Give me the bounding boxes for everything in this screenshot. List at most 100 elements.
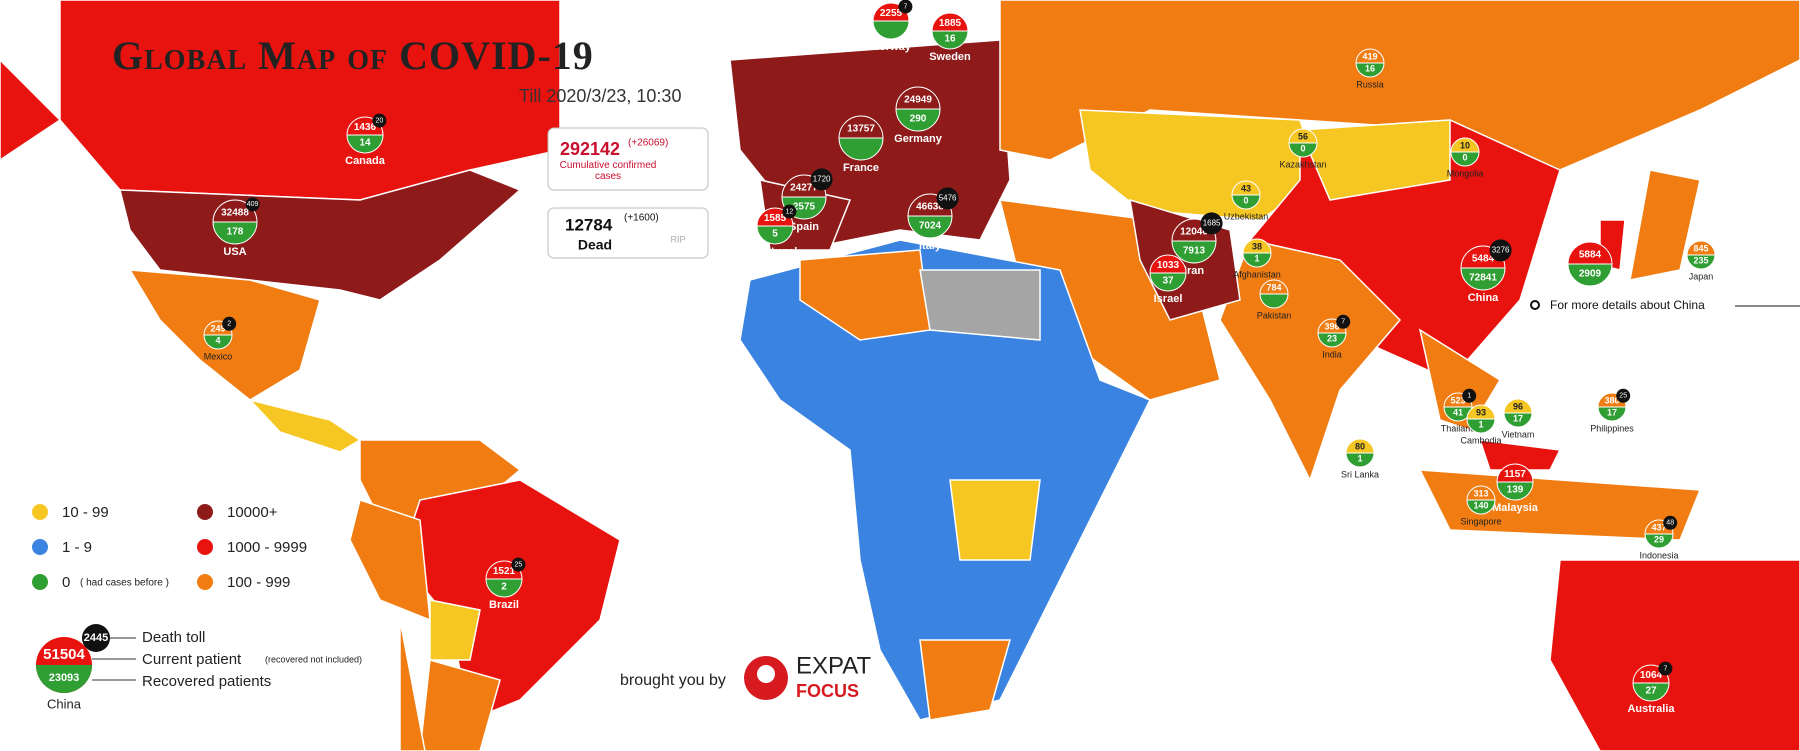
badge-recovered: 1 [1478,420,1483,430]
badge-current: 24949 [904,94,932,105]
title: Global Map of COVID-19 [112,33,594,78]
badge-death-circle [372,113,387,128]
badge-death-circle [1462,388,1477,403]
badge-name: South Korea [1557,288,1623,300]
badge-name: Germany [894,133,943,145]
cases-change: (+26069) [628,138,668,149]
badge-recovered-half [907,215,953,239]
badge-current: 32488 [221,207,249,218]
key-recovered-label: Recovered patients [142,673,271,690]
country-badge: 38 1 Afghanistan [1233,238,1281,279]
badge-recovered-half [1597,406,1627,422]
country-badge: 32488 178 409 USA [212,197,260,258]
badge-name: Iran [1184,265,1204,277]
badge-recovered-half [1466,499,1496,515]
badge-current-half [1242,238,1272,254]
badge-name: Pakistan [1257,310,1292,320]
badge-current-half [1149,254,1187,274]
country-badge: 24277 2575 1720 Spain [781,168,833,233]
country-badge: 96 17 Vietnam [1502,398,1535,439]
badge-recovered: 0 [1462,153,1467,163]
key-deaths: 2445 [84,632,108,644]
legend: 10 - 99 1 - 9 0 ( had cases before ) 10000+ 1… [32,504,307,591]
china-note-dot [1530,300,1540,310]
badge-deaths: 7 [1663,665,1667,672]
cases-label: Cumulative confirmed cases [559,160,657,182]
badge-recovered-half [1632,682,1670,702]
key-recovered-half [36,665,92,693]
deaths-box: 12784 (+1600) Dead RIP [547,207,709,259]
badge-death-circle [1336,314,1351,329]
badge-deaths: 20 [376,117,384,124]
badge-recovered: 37 [1162,276,1174,287]
badge-current-half [1496,463,1534,483]
badge-recovered-half [1496,481,1534,501]
badge-recovered-half [203,334,233,350]
badge-recovered-half [1171,240,1217,264]
badge-death-circle [1658,661,1673,676]
badge-recovered-half [1644,533,1674,549]
badge-current-half [1466,404,1496,420]
badge-current: 24277 [790,182,818,193]
badge-name: Japan [1689,271,1714,281]
badge-current-half [1259,279,1289,295]
badge-name: Spain [789,221,819,233]
badge-current: 46638 [916,201,944,212]
country-badge: 46638 7024 5476 Italy [907,187,959,252]
legend-label: 1000 - 9999 [227,539,307,556]
badge-recovered: 27 [1645,686,1657,697]
badge-recovered: 290 [910,114,927,125]
key-current-label: Current patient [142,651,242,668]
country-badge: 13757 France [838,115,884,174]
country-badge: 1157 139 Malaysia [1492,463,1539,514]
badge-name: Singapore [1460,516,1501,526]
badge-name: Vietnam [1502,429,1535,439]
mongolia [1298,119,1451,201]
badge-current-half [838,115,884,139]
country-badge: 784 Pakistan [1257,279,1292,320]
badge-recovered: 23 [1327,334,1337,344]
badge-deaths: 3276 [1492,246,1510,255]
chile [399,619,426,751]
badge-death-circle [1200,212,1223,235]
badge-recovered-half [212,221,258,245]
badge-deaths: 48 [1666,520,1674,527]
badge-name: Indonesia [1639,550,1678,560]
badge-recovered: 2909 [1579,269,1602,280]
algeria [799,249,931,341]
badge-recovered: 7024 [919,221,942,232]
badge-death-circle [1663,515,1678,530]
badge-current: 1436 [354,122,377,133]
rip-icon: RIP [670,234,685,244]
badge-current: 10 [1460,140,1470,150]
badge-recovered-half [1460,267,1506,291]
badge-recovered-half [1317,332,1347,348]
badge-current: 80 [1355,441,1365,451]
deaths-change: (+1600) [624,213,659,224]
alaska [0,58,62,161]
badge-recovered: 235 [1693,256,1708,266]
country-badges: 14361420Canada32488178409USA24942Mexico1… [203,0,1716,715]
legend-swatch [32,574,48,590]
key-name: China [47,696,82,711]
badge-current: 1033 [1157,260,1180,271]
legend-label: 100 - 999 [227,574,290,591]
legend-swatch [32,539,48,555]
badge-deaths: 12 [786,208,794,215]
badge-name: Philippines [1590,423,1634,433]
country-badge: 1521 2 25 Brazil [485,557,526,611]
key-death-label: Death toll [142,629,205,646]
country-badge: 845 235 Japan [1686,240,1716,281]
badge-recovered-half [872,20,910,40]
badge-recovered: 16 [1365,64,1375,74]
badge-recovered-half [1355,62,1385,78]
key-recovered: 23093 [49,672,80,684]
badge-recovered: 0 [1300,144,1305,154]
badge-current-half [1231,180,1261,196]
badge-current-half [895,86,941,110]
badge-recovered-half [931,30,969,50]
badge-deaths: 1720 [813,175,831,184]
badge-current: 1064 [1640,670,1663,681]
badge-death-circle [511,557,526,572]
